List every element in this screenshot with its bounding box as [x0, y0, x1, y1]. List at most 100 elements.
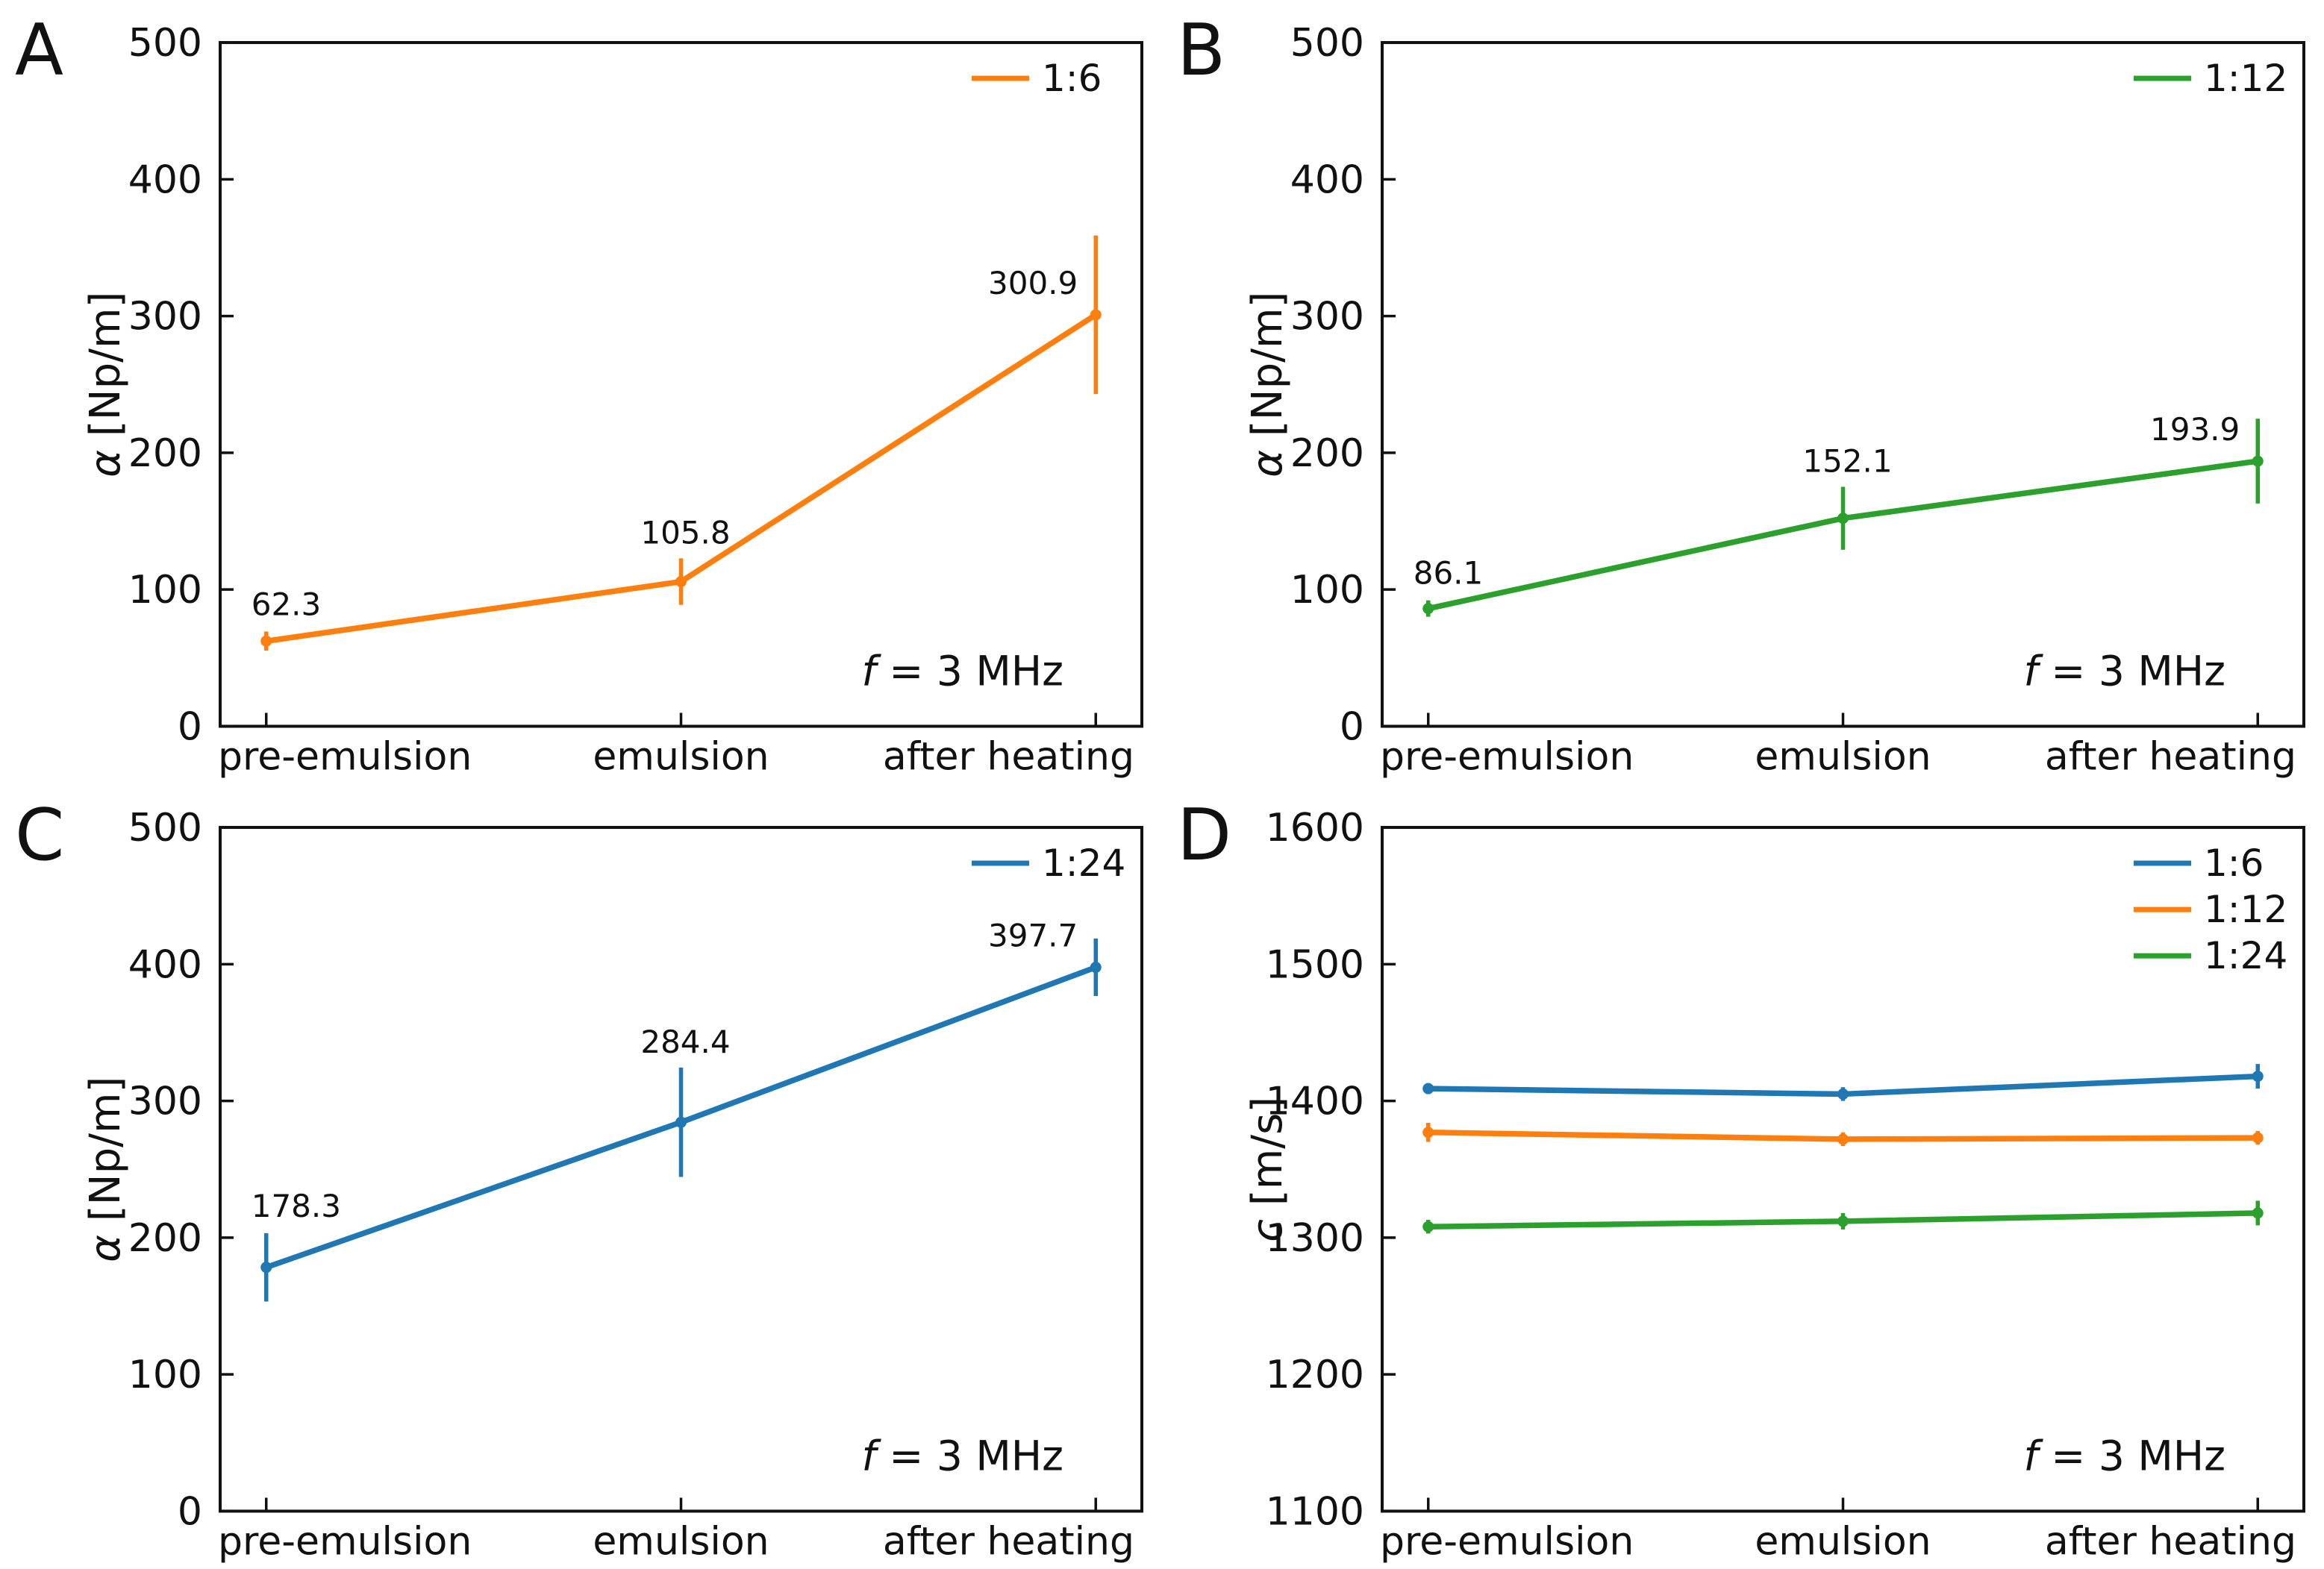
- frequency-annotation: f = 3 MHz: [861, 1432, 1063, 1479]
- y-tick-label: 400: [128, 157, 202, 202]
- data-point: [1090, 961, 1102, 973]
- frequency-annotation: f = 3 MHz: [2023, 647, 2225, 695]
- y-tick-label: 1400: [1266, 1079, 1364, 1124]
- y-axis-unit: [Np/m]: [81, 1076, 130, 1234]
- plot-frame: [1381, 41, 2305, 728]
- data-point: [2252, 455, 2264, 467]
- legend-label: 1:12: [2204, 57, 2287, 100]
- plot-frame: [219, 41, 1143, 728]
- data-point-label: 62.3: [252, 586, 321, 622]
- y-tick-label: 1600: [1266, 806, 1364, 851]
- data-point: [1837, 1133, 1849, 1144]
- y-tick-label: 1100: [1266, 1489, 1364, 1534]
- y-tick-label: 500: [128, 806, 202, 851]
- y-axis-label: α [Np/m]: [81, 292, 130, 477]
- y-tick-label: 200: [1290, 431, 1364, 476]
- x-tick-label: pre-emulsion: [218, 734, 472, 779]
- attenuation-chart-1-12: B 0 100 200 300 400 500 pre-emulsion emulsion aft…: [1177, 10, 2305, 779]
- y-axis-unit: [Np/m]: [1243, 292, 1292, 450]
- y-tick-label: 200: [128, 1215, 202, 1260]
- panel-letter: C: [15, 795, 64, 877]
- legend-label: 1:24: [2204, 934, 2287, 977]
- data-point: [1837, 1088, 1849, 1100]
- x-tick-label: emulsion: [593, 1519, 769, 1564]
- data-point: [1837, 513, 1849, 524]
- data-point-label: 152.1: [1802, 443, 1892, 480]
- data-point: [2252, 1070, 2264, 1082]
- y-axis-symbol: α: [81, 450, 130, 477]
- data-point: [1837, 1215, 1849, 1227]
- legend-label: 1:6: [2204, 842, 2264, 885]
- frequency-value: = 3 MHz: [2038, 647, 2225, 695]
- y-tick-label: 0: [178, 1489, 202, 1534]
- y-tick-label: 1200: [1266, 1353, 1364, 1397]
- x-tick-label: emulsion: [1755, 1519, 1931, 1564]
- data-point: [1422, 1221, 1434, 1233]
- frequency-annotation: f = 3 MHz: [2023, 1432, 2225, 1479]
- plot-frame: [1381, 825, 2305, 1512]
- x-tick-label: after heating: [883, 734, 1134, 779]
- data-point-label: 300.9: [988, 265, 1078, 301]
- y-tick-label: 300: [128, 1079, 202, 1124]
- y-tick-label: 300: [128, 295, 202, 339]
- panel-letter: D: [1177, 795, 1231, 877]
- y-axis-label: α [Np/m]: [81, 1076, 130, 1262]
- frequency-annotation: f = 3 MHz: [861, 647, 1063, 695]
- panel-b: B 0 100 200 300 400 500 pre-emulsion emulsion aft…: [1162, 0, 2324, 785]
- y-tick-label: 400: [128, 942, 202, 987]
- data-point-label: 397.7: [988, 917, 1078, 953]
- data-point: [1422, 1126, 1434, 1138]
- x-tick-label: after heating: [2045, 734, 2296, 779]
- attenuation-chart-1-24: C 0 100 200 300 400 500 pre-emulsion emulsion aft…: [15, 795, 1143, 1564]
- legend-label: 1:12: [2204, 888, 2287, 931]
- data-point-label: 178.3: [252, 1187, 341, 1224]
- panel-c: C 0 100 200 300 400 500 pre-emulsion emulsion aft…: [0, 785, 1162, 1569]
- legend-label: 1:24: [1042, 842, 1125, 885]
- y-axis-symbol: c: [1243, 1218, 1292, 1241]
- y-axis-unit: [Np/m]: [81, 292, 130, 450]
- legend-label: 1:6: [1042, 57, 1102, 100]
- x-tick-label: pre-emulsion: [1380, 1519, 1634, 1564]
- data-point: [1090, 309, 1102, 321]
- x-tick-label: emulsion: [1755, 734, 1931, 779]
- frequency-value: = 3 MHz: [2038, 1432, 2225, 1479]
- data-point: [260, 635, 272, 647]
- speed-of-sound-chart: D 1100 1200 1300 1400 1500 1600 pre-emulsion emu…: [1177, 795, 2305, 1564]
- y-axis-symbol: α: [81, 1234, 130, 1262]
- y-tick-label: 400: [1290, 157, 1364, 202]
- data-point: [1422, 1083, 1434, 1094]
- data-point-label: 86.1: [1414, 555, 1483, 592]
- data-point: [260, 1261, 272, 1273]
- y-tick-label: 200: [128, 431, 202, 476]
- y-tick-label: 500: [128, 21, 202, 66]
- y-tick-label: 0: [178, 704, 202, 749]
- frequency-value: = 3 MHz: [876, 647, 1063, 695]
- panel-letter: B: [1177, 10, 1225, 92]
- data-point-label: 284.4: [640, 1023, 730, 1059]
- x-tick-label: after heating: [883, 1519, 1134, 1564]
- panel-d: D 1100 1200 1300 1400 1500 1600 pre-emulsion emu…: [1162, 785, 2324, 1569]
- y-tick-label: 1500: [1266, 942, 1364, 987]
- x-tick-label: after heating: [2045, 1519, 2296, 1564]
- y-tick-label: 100: [128, 568, 202, 613]
- y-tick-label: 0: [1340, 704, 1364, 749]
- panel-letter: A: [15, 10, 63, 92]
- y-axis-symbol: α: [1243, 450, 1292, 477]
- y-tick-label: 100: [1290, 568, 1364, 613]
- data-point-label: 193.9: [2150, 411, 2240, 448]
- data-point: [675, 576, 687, 588]
- x-tick-label: pre-emulsion: [218, 1519, 472, 1564]
- x-tick-label: pre-emulsion: [1380, 734, 1634, 779]
- data-point: [675, 1116, 687, 1128]
- y-tick-label: 300: [1290, 295, 1364, 339]
- x-tick-label: emulsion: [593, 734, 769, 779]
- y-tick-label: 500: [1290, 21, 1364, 66]
- y-axis-unit: [m/s]: [1243, 1096, 1292, 1218]
- y-axis-label: c [m/s]: [1243, 1096, 1292, 1241]
- panel-a: A 0 100 200 300 400 500 pre-emulsion emulsion aft…: [0, 0, 1162, 785]
- frequency-value: = 3 MHz: [876, 1432, 1063, 1479]
- data-point: [2252, 1132, 2264, 1144]
- y-tick-label: 100: [128, 1353, 202, 1397]
- data-point: [2252, 1206, 2264, 1218]
